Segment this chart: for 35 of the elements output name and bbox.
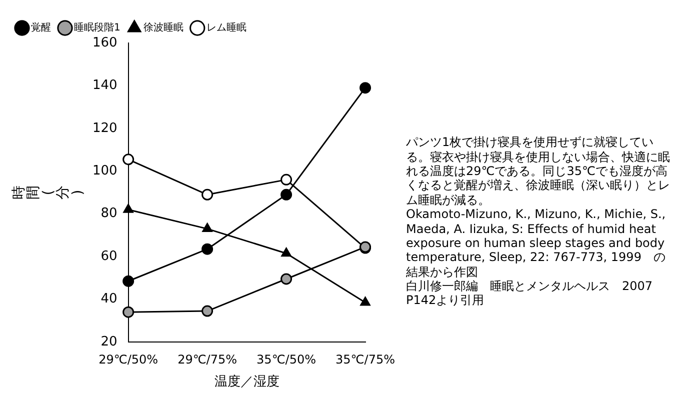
legend-label: 覚醒 — [31, 22, 51, 34]
point — [202, 243, 214, 255]
legend-label: 徐波睡眠 — [143, 22, 184, 34]
point — [360, 82, 372, 94]
y-tick-label: 140 — [92, 78, 118, 94]
point — [280, 188, 292, 200]
y-tick-label: 160 — [92, 35, 118, 50]
point — [202, 305, 214, 317]
y-tick-label: 60 — [100, 248, 118, 264]
legend-label: レム睡眠 — [206, 22, 246, 34]
point — [202, 223, 212, 232]
point — [202, 188, 214, 200]
legend-label: 睡眠段階1 — [74, 22, 120, 34]
point — [122, 306, 134, 318]
x-tick-label: 35℃/75% — [336, 352, 396, 366]
y-axis-title: 時間(分) — [10, 186, 86, 200]
x-tick-label: 29℃/75% — [178, 352, 238, 366]
point — [122, 154, 134, 166]
text: パンツ1枚で掛け寝具を使用せずに就寝している。寝衣や掛け寝具を使用しない場合、快適に眠れる温度は29℃である。同じ35℃でも湿度が高くなると覚醒が増え、徐波睡眠（深い眠り）とレム睡眠が減る。 — [406, 135, 671, 208]
point — [280, 174, 292, 186]
point — [123, 204, 134, 213]
x-axis-title: 温度／湿度 — [214, 374, 280, 390]
y-tick-label: 100 — [92, 164, 118, 179]
x-tick-label: 29℃/50% — [98, 352, 158, 366]
point — [280, 273, 292, 285]
y-tick-label: 120 — [92, 120, 118, 136]
y-tick-label: 20 — [100, 334, 118, 350]
point — [122, 275, 134, 287]
y-tick-label: 80 — [100, 206, 118, 222]
x-tick-label: 35℃/50% — [256, 352, 316, 366]
y-tick-label: 40 — [100, 292, 118, 307]
point — [281, 248, 292, 257]
text: 白川修一郎編 睡眠とメンタルヘルス 2007 P142より引用 — [406, 279, 654, 308]
text: Okamoto-Mizuno, K., Mizuno, K., Michie, S., Maeda, A. Iizuka, S: Effects of humid heat exposure on human sleep stages and body temperature, Sleep, 22: 767-773, 1999 の結果から作図 — [406, 207, 667, 280]
point — [360, 296, 370, 306]
